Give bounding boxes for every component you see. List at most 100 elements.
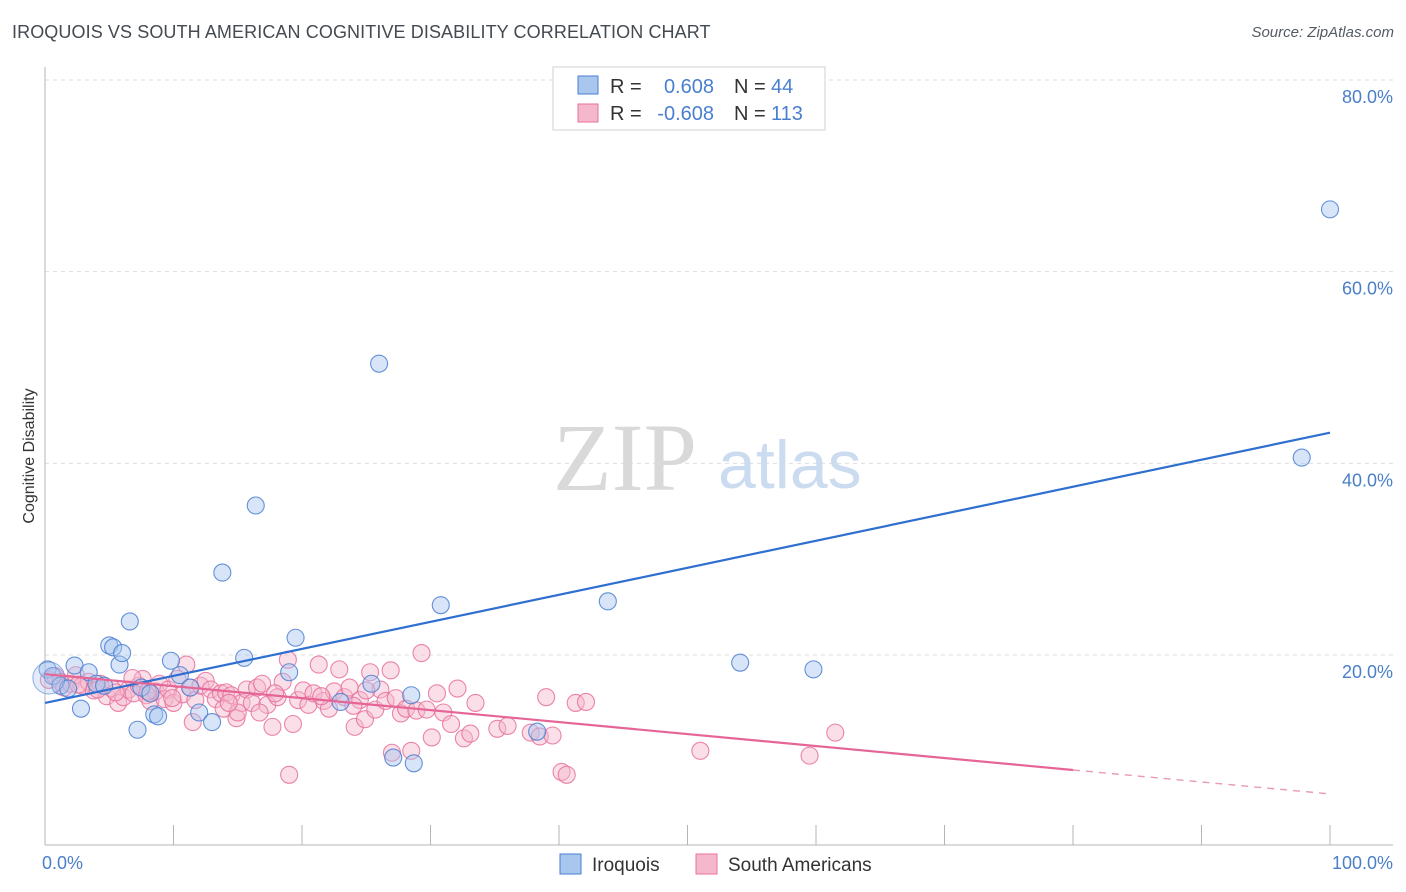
- chart-source: Source: ZipAtlas.com: [1251, 24, 1394, 41]
- iroquois-point-26: [246, 496, 265, 515]
- y-tick-label-3: 80.0%: [1342, 87, 1393, 107]
- stats-box: R = 0.608 N = 44 R = -0.608 N = 113: [552, 66, 826, 131]
- iroquois-point-33: [402, 686, 421, 705]
- iroquois-point-18: [149, 707, 168, 726]
- south-americans-point-78: [442, 714, 461, 734]
- iroquois-point-11: [110, 655, 129, 674]
- south-americans-point-103: [312, 687, 331, 706]
- iroquois-point-30: [362, 674, 381, 693]
- legend-label-south-americans: South Americans: [728, 855, 872, 876]
- iroquois-point-5: [71, 699, 91, 718]
- iroquois-point-28: [286, 628, 305, 647]
- south-americans-point-38: [232, 693, 251, 712]
- south-americans-point-84: [521, 723, 540, 742]
- iroquois-point-14: [128, 720, 147, 739]
- iroquois-point-12: [113, 644, 132, 663]
- south-americans-point-49: [289, 690, 308, 710]
- watermark-atlas: atlas: [718, 427, 862, 503]
- iroquois-point-41: [1320, 200, 1340, 219]
- iroquois-point-10: [104, 638, 123, 657]
- south-americans-point-93: [800, 746, 819, 765]
- south-americans-point-44: [263, 717, 282, 736]
- chart-title: IROQUOIS VS SOUTH AMERICAN COGNITIVE DIS…: [12, 22, 711, 42]
- iroquois-point-31: [370, 354, 389, 373]
- south-americans-point-69: [391, 704, 410, 723]
- south-americans-point-48: [283, 714, 303, 734]
- south-americans-point-53: [309, 655, 328, 674]
- x-tick-label-1: 100.0%: [1332, 853, 1393, 873]
- south-americans-point-89: [557, 765, 576, 784]
- iroquois-point-40: [1292, 448, 1311, 467]
- south-americans-point-81: [461, 724, 480, 743]
- south-americans-point-86: [537, 688, 556, 707]
- stats-n-value-blue: 44: [771, 76, 793, 98]
- legend: Iroquois South Americans: [559, 853, 872, 876]
- stats-swatch-pink: [577, 103, 599, 123]
- grid-lines: [45, 79, 1393, 656]
- south-americans-point-106: [466, 693, 485, 712]
- iroquois-point-34: [404, 754, 423, 773]
- south-americans-point-85: [530, 727, 549, 746]
- iroquois-point-39: [804, 660, 823, 679]
- iroquois-point-25: [235, 648, 254, 667]
- x-tick-label-0: 0.0%: [42, 853, 83, 873]
- south-americans-point-67: [381, 661, 400, 680]
- legend-label-iroquois: Iroquois: [592, 855, 660, 876]
- south-americans-point-12: [109, 693, 128, 712]
- y-tick-label-0: 20.0%: [1342, 662, 1393, 682]
- legend-swatch-south-americans: [695, 853, 718, 875]
- south-americans-point-99: [163, 689, 182, 708]
- iroquois-point-23: [203, 713, 222, 732]
- iroquois-point-24: [213, 563, 232, 582]
- south-americans-point-63: [361, 663, 380, 682]
- south-americans-point-75: [422, 728, 441, 747]
- south-americans-point-87: [543, 726, 562, 745]
- south-americans-point-60: [345, 717, 364, 736]
- south-americans-point-76: [427, 684, 446, 703]
- south-americans-point-42: [253, 674, 272, 693]
- iroquois-point-13: [120, 612, 139, 631]
- iroquois-point-37: [598, 592, 617, 611]
- south-americans-point-82: [488, 719, 507, 738]
- iroquois-point-27: [280, 663, 299, 682]
- south-americans-point-110: [219, 693, 238, 712]
- iroquois-point-35: [431, 596, 450, 615]
- y-tick-label-1: 40.0%: [1342, 470, 1393, 490]
- trend-lines: [44, 431, 1331, 795]
- south-americans-point-97: [183, 713, 202, 732]
- axes: [44, 67, 1393, 846]
- stats-r-label-blue: R =: [610, 76, 642, 98]
- south-americans-trend-line: [44, 673, 1074, 772]
- south-americans-trend-extension: [1072, 769, 1331, 795]
- iroquois-point-22: [190, 703, 209, 722]
- south-americans-point-73: [412, 644, 431, 663]
- south-americans-point-88: [552, 762, 571, 781]
- south-americans-point-65: [371, 680, 390, 699]
- south-americans-point-95: [280, 765, 299, 784]
- y-tick-labels: 20.0% 40.0% 60.0% 80.0%: [1342, 87, 1393, 682]
- y-axis-label: Cognitive Disability: [21, 388, 38, 523]
- south-americans-point-79: [448, 679, 467, 698]
- legend-swatch-iroquois: [559, 853, 582, 875]
- south-americans-point-96: [214, 699, 233, 718]
- south-americans-point-101: [228, 703, 247, 722]
- iroquois-point-19: [161, 651, 180, 670]
- iroquois-trend-line: [44, 431, 1331, 704]
- stats-r-value-pink: -0.608: [657, 103, 714, 125]
- south-americans-point-51: [299, 695, 318, 714]
- south-americans-point-91: [576, 692, 596, 712]
- south-americans-point-92: [691, 741, 710, 760]
- south-americans-point-57: [330, 660, 349, 679]
- x-tick-labels: 0.0% 100.0%: [42, 853, 1393, 873]
- south-americans-point-111: [250, 703, 269, 722]
- stats-r-label-pink: R =: [610, 103, 642, 125]
- stats-swatch-blue: [577, 75, 599, 95]
- stats-n-label-blue: N =: [734, 76, 766, 98]
- iroquois-point-cluster: [32, 661, 66, 695]
- y-tick-label-2: 60.0%: [1342, 279, 1393, 299]
- south-americans-point-94: [826, 723, 845, 742]
- iroquois-point-16: [141, 684, 160, 703]
- stats-r-value-blue: 0.608: [664, 76, 714, 98]
- watermark-zip: ZIP: [553, 404, 697, 511]
